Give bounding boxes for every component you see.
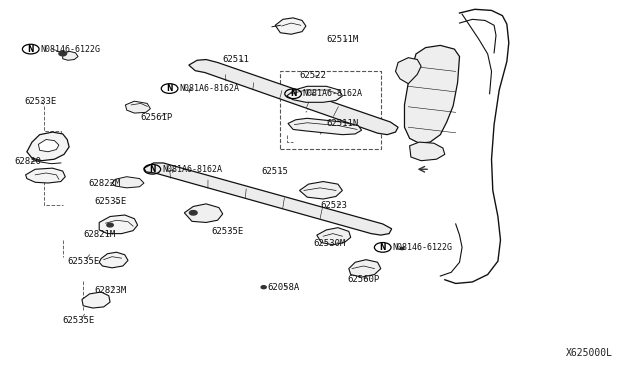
Polygon shape: [99, 215, 138, 234]
Polygon shape: [410, 142, 445, 161]
Text: 62820: 62820: [14, 157, 41, 166]
Text: N: N: [290, 89, 296, 98]
Polygon shape: [184, 204, 223, 222]
Polygon shape: [82, 292, 110, 308]
Text: 62515: 62515: [261, 167, 288, 176]
Text: N: N: [380, 243, 386, 252]
Polygon shape: [275, 18, 306, 34]
Text: N081A6-8162A: N081A6-8162A: [162, 165, 222, 174]
Text: N08146-6122G: N08146-6122G: [40, 45, 100, 54]
Polygon shape: [63, 51, 78, 60]
Text: N: N: [28, 45, 34, 54]
Polygon shape: [317, 228, 351, 245]
Text: 62535E: 62535E: [211, 227, 243, 236]
Text: N: N: [149, 165, 156, 174]
Text: 62823M: 62823M: [95, 286, 127, 295]
Polygon shape: [189, 60, 398, 135]
Text: 62530M: 62530M: [314, 239, 346, 248]
Polygon shape: [27, 132, 69, 161]
Text: 62561P: 62561P: [141, 113, 173, 122]
Text: 62523: 62523: [320, 201, 347, 210]
Text: 62511M: 62511M: [326, 35, 358, 44]
Polygon shape: [38, 140, 59, 152]
Text: 62535E: 62535E: [67, 257, 99, 266]
Polygon shape: [300, 182, 342, 199]
Text: 62535E: 62535E: [95, 197, 127, 206]
Polygon shape: [287, 86, 342, 102]
Text: 62522: 62522: [300, 71, 326, 80]
Text: 62560P: 62560P: [347, 275, 379, 284]
Text: N08146-6122G: N08146-6122G: [392, 243, 452, 252]
Circle shape: [107, 223, 113, 227]
Polygon shape: [99, 252, 128, 268]
Text: N081A6-8162A: N081A6-8162A: [179, 84, 239, 93]
Circle shape: [59, 51, 67, 56]
Polygon shape: [144, 163, 392, 235]
Text: 62511N: 62511N: [326, 119, 358, 128]
Text: 62822M: 62822M: [88, 179, 120, 187]
Polygon shape: [404, 45, 460, 143]
Polygon shape: [349, 260, 381, 277]
Text: 62058A: 62058A: [268, 283, 300, 292]
Polygon shape: [396, 58, 421, 84]
Text: 62533E: 62533E: [24, 97, 56, 106]
Polygon shape: [26, 168, 65, 183]
Polygon shape: [125, 101, 150, 113]
Bar: [280, 71, 381, 149]
Polygon shape: [288, 118, 362, 135]
Circle shape: [189, 211, 197, 215]
Text: N081A6-8162A: N081A6-8162A: [303, 89, 363, 98]
Text: 62821M: 62821M: [83, 230, 115, 239]
Text: 62535E: 62535E: [63, 316, 95, 325]
Text: 62511: 62511: [223, 55, 250, 64]
Circle shape: [261, 286, 266, 289]
Text: X625000L: X625000L: [566, 348, 613, 358]
Polygon shape: [112, 177, 144, 188]
Text: N: N: [166, 84, 173, 93]
Circle shape: [400, 247, 404, 250]
